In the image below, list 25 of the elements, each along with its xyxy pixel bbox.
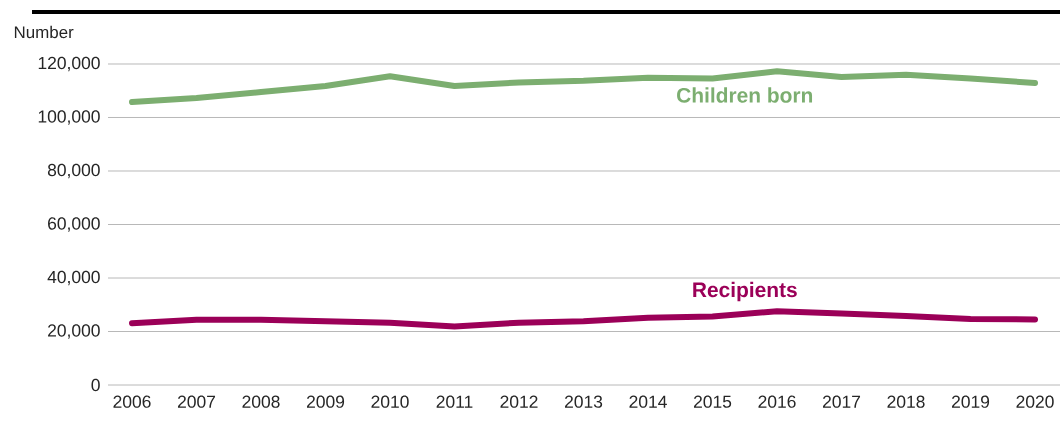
y-axis-title: Number (14, 25, 74, 39)
y-tick-label: 40,000 (47, 270, 100, 286)
x-tick-label: 2008 (242, 395, 280, 408)
x-tick-label: 2017 (823, 395, 861, 408)
x-tick-label: 2006 (113, 395, 151, 408)
x-tick-label: 2010 (371, 395, 409, 408)
y-tick-label: 60,000 (48, 217, 100, 232)
y-tick-label: 20,000 (48, 324, 100, 339)
x-tick-label: 2007 (177, 395, 216, 408)
y-tick-label: 0 (91, 378, 100, 392)
y-tick-label: 120,000 (38, 56, 100, 72)
x-tick-label: 2013 (564, 395, 603, 408)
x-tick-label: 2009 (306, 395, 345, 408)
x-tick-label: 2015 (693, 395, 732, 408)
x-tick-label: 2018 (887, 395, 925, 408)
x-tick-label: 2014 (629, 395, 667, 408)
x-tick-label: 2020 (1016, 395, 1054, 408)
y-tick-label: 100,000 (38, 110, 100, 125)
x-tick-label: 2016 (758, 395, 796, 408)
y-tick-label: 80,000 (47, 163, 100, 179)
x-tick-label: 2011 (436, 395, 473, 408)
x-tick-label: 2019 (952, 395, 990, 408)
x-tick-label: 2012 (500, 395, 538, 408)
series-label: Children born (677, 87, 813, 103)
series-label: Recipients (693, 281, 797, 302)
